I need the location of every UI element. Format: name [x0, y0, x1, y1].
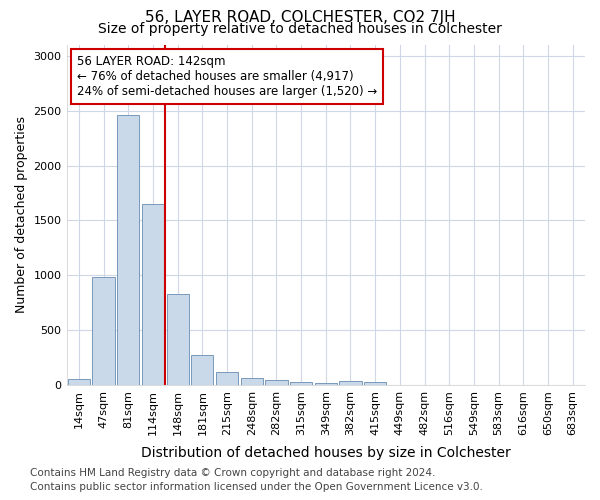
Bar — [68, 380, 90, 385]
Text: Size of property relative to detached houses in Colchester: Size of property relative to detached ho… — [98, 22, 502, 36]
Bar — [265, 380, 287, 385]
Bar — [290, 382, 312, 385]
Text: Contains HM Land Registry data © Crown copyright and database right 2024.
Contai: Contains HM Land Registry data © Crown c… — [30, 468, 483, 492]
Y-axis label: Number of detached properties: Number of detached properties — [15, 116, 28, 314]
Bar — [92, 278, 115, 385]
Bar — [216, 372, 238, 385]
Bar — [364, 382, 386, 385]
X-axis label: Distribution of detached houses by size in Colchester: Distribution of detached houses by size … — [141, 446, 511, 460]
Bar — [241, 378, 263, 385]
Bar — [191, 356, 214, 385]
Text: 56, LAYER ROAD, COLCHESTER, CO2 7JH: 56, LAYER ROAD, COLCHESTER, CO2 7JH — [145, 10, 455, 25]
Bar — [117, 115, 139, 385]
Bar — [142, 204, 164, 385]
Text: 56 LAYER ROAD: 142sqm
← 76% of detached houses are smaller (4,917)
24% of semi-d: 56 LAYER ROAD: 142sqm ← 76% of detached … — [77, 55, 377, 98]
Bar — [314, 382, 337, 385]
Bar — [340, 380, 362, 385]
Bar — [167, 294, 189, 385]
